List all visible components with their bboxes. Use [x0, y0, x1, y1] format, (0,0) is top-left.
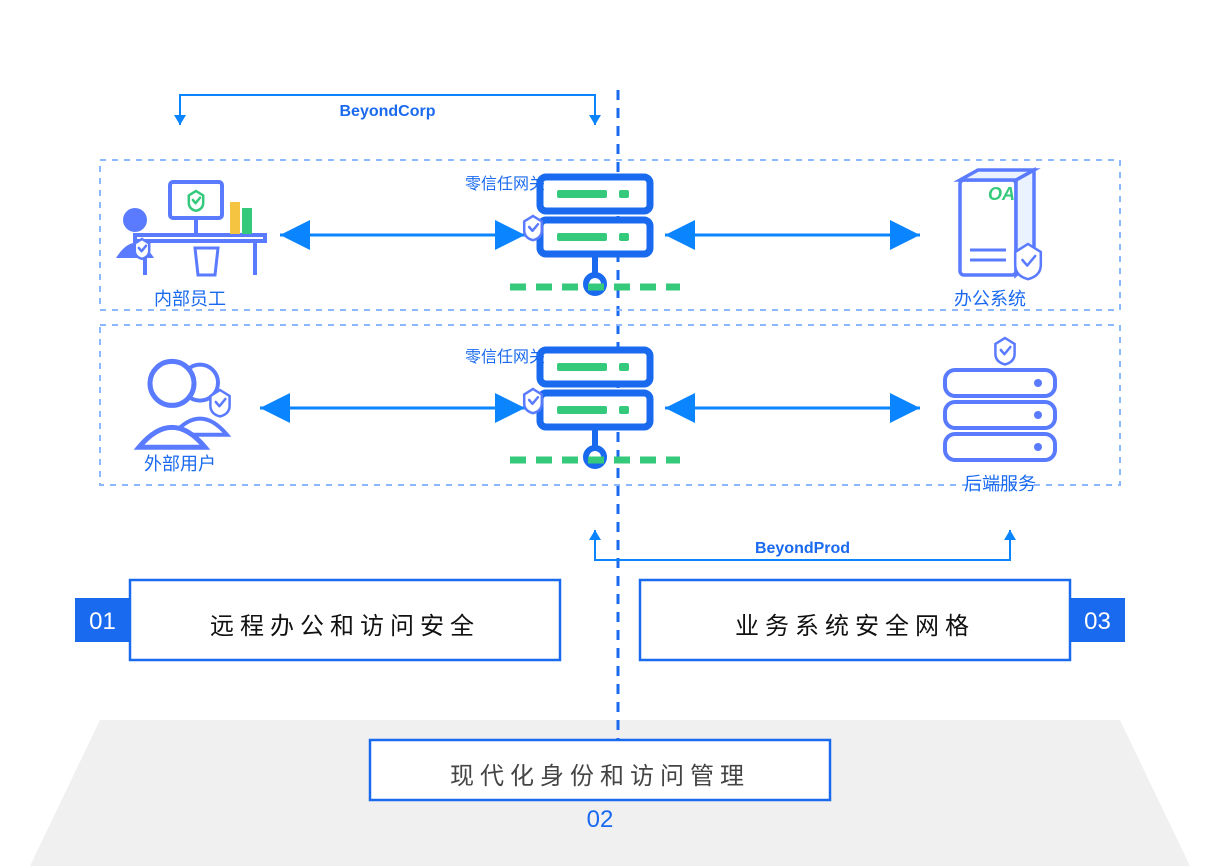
- bottom-box-left-number: 01: [75, 608, 130, 636]
- shield-icon: [135, 239, 149, 259]
- shield-icon: [995, 338, 1014, 364]
- bottom-box-center-number: 02: [560, 806, 640, 834]
- gateway-top-label: 零信任网关: [425, 170, 545, 194]
- banner-top-arrow-l: [174, 115, 186, 125]
- banner-bottom-label: BeyondProd: [603, 540, 1003, 558]
- banner-top-arrow-r: [589, 115, 601, 125]
- banner-bottom-arrow-l: [589, 530, 601, 540]
- shield-icon: [189, 191, 203, 211]
- banner-bottom-arrow-r: [1004, 530, 1016, 540]
- bottom-box-center-title: 现代化身份和访问管理: [400, 756, 800, 791]
- bottom-box-right-title: 业务系统安全网格: [655, 606, 1055, 641]
- office-system-label: 办公系统: [790, 285, 1190, 311]
- shield-icon: [210, 390, 229, 416]
- gateway-bottom-label: 零信任网关: [425, 343, 545, 367]
- bottom-box-left-title: 远程办公和访问安全: [145, 606, 545, 641]
- banner-top-label: BeyondCorp: [188, 103, 588, 121]
- backend-svc-label: 后端服务: [800, 470, 1200, 496]
- shield-icon: [524, 216, 542, 240]
- backend-service-icon: [945, 370, 1055, 460]
- internal-staff-label: 内部员工: [0, 285, 390, 311]
- bottom-box-right-number: 03: [1070, 608, 1125, 636]
- shield-icon: [1015, 244, 1041, 279]
- shield-icon: [524, 389, 542, 413]
- external-user-label: 外部用户: [0, 450, 380, 476]
- svg-text:OA: OA: [988, 184, 1015, 204]
